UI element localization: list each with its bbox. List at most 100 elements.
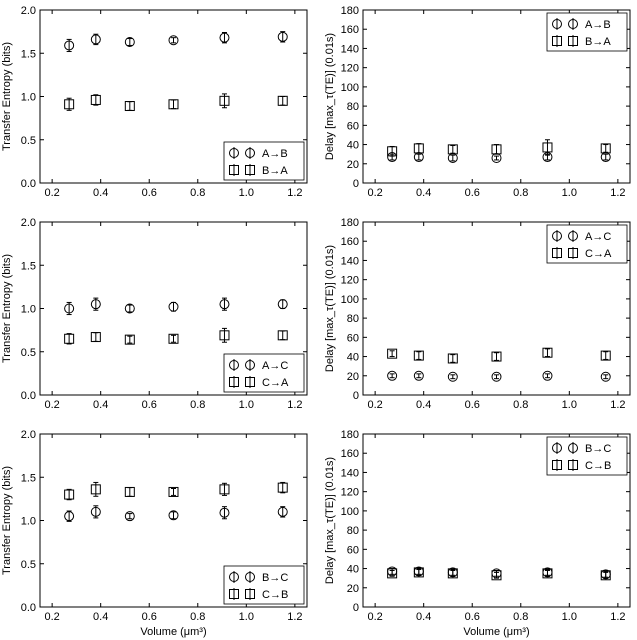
series-B→A bbox=[387, 139, 611, 157]
data-point-square bbox=[64, 99, 75, 110]
data-point-square bbox=[219, 330, 230, 341]
data-point-circle bbox=[277, 506, 288, 517]
data-point-square bbox=[387, 568, 398, 579]
data-point-circle bbox=[90, 34, 101, 45]
x-tick-label: 0.2 bbox=[367, 187, 382, 199]
x-tick-label: 1.2 bbox=[287, 611, 302, 623]
legend-marker-circle bbox=[552, 19, 562, 29]
series-B→A bbox=[64, 93, 288, 112]
x-tick-label: 0.8 bbox=[513, 399, 528, 411]
legend-label: A→C bbox=[585, 231, 611, 243]
y-axis-label: Transfer Entropy (bits) bbox=[1, 254, 13, 363]
y-tick-label: 120 bbox=[341, 63, 359, 75]
data-point-square bbox=[90, 332, 101, 343]
chart-panel-bottom-right: 0.2 0.4 0.6 0.8 1.0 1.2 0 20 40 60 80 100 120 140 160 1… bbox=[324, 429, 631, 638]
y-axis-label: Transfer Entropy (bits) bbox=[1, 466, 13, 575]
x-tick-label: 0.4 bbox=[93, 611, 108, 623]
y-tick-label: 0.0 bbox=[21, 178, 36, 190]
y-tick-label: 40 bbox=[347, 140, 359, 152]
y-tick-label: 60 bbox=[347, 544, 359, 556]
x-tick-label: 1.0 bbox=[239, 399, 254, 411]
data-point-circle bbox=[64, 511, 75, 522]
data-point-square bbox=[277, 482, 288, 493]
data-point-circle bbox=[90, 506, 101, 517]
data-point-circle bbox=[491, 371, 502, 382]
y-tick-label: 180 bbox=[341, 5, 359, 17]
x-tick-label: 0.6 bbox=[142, 399, 157, 411]
data-point-square bbox=[491, 570, 502, 581]
y-tick-label: 1.5 bbox=[21, 260, 36, 272]
y-tick-label: 0 bbox=[353, 602, 359, 614]
data-point-circle bbox=[124, 303, 135, 314]
series-C→A bbox=[387, 347, 611, 364]
x-tick-label: 0.8 bbox=[513, 611, 528, 623]
x-tick-label: 0.6 bbox=[142, 187, 157, 199]
plot-frame bbox=[362, 433, 631, 608]
legend: A→C C→A bbox=[546, 224, 628, 264]
x-tick-label: 1.2 bbox=[287, 187, 302, 199]
y-tick-label: 100 bbox=[341, 294, 359, 306]
series-B→C bbox=[64, 505, 288, 522]
legend-box bbox=[546, 12, 628, 52]
legend-marker-square bbox=[568, 248, 578, 258]
data-point-square bbox=[491, 144, 502, 155]
data-point-square bbox=[124, 334, 135, 345]
data-point-square bbox=[168, 333, 179, 344]
series-C→A bbox=[64, 327, 288, 345]
y-tick-label: 60 bbox=[347, 332, 359, 344]
y-tick-label: 160 bbox=[341, 24, 359, 36]
legend-marker-circle bbox=[552, 443, 562, 453]
y-axis-label: Transfer Entropy (bits) bbox=[1, 42, 13, 151]
x-tick-label: 0.6 bbox=[465, 399, 480, 411]
legend-marker-circle bbox=[568, 231, 578, 241]
x-tick-label: 0.8 bbox=[190, 611, 205, 623]
legend-marker-circle bbox=[568, 19, 578, 29]
legend-marker-square bbox=[245, 165, 255, 175]
series-A→C bbox=[387, 370, 611, 382]
x-tick-label: 0.4 bbox=[416, 187, 431, 199]
plot-frame bbox=[362, 221, 631, 396]
legend: A→B B→A bbox=[223, 141, 305, 181]
legend: A→C C→A bbox=[223, 353, 305, 393]
data-point-square bbox=[124, 101, 135, 112]
y-tick-label: 80 bbox=[347, 313, 359, 325]
y-tick-label: 40 bbox=[347, 352, 359, 364]
data-point-circle bbox=[64, 40, 75, 51]
x-tick-label: 0.4 bbox=[416, 399, 431, 411]
y-tick-label: 160 bbox=[341, 448, 359, 460]
x-tick-label: 0.2 bbox=[44, 399, 59, 411]
data-point-square bbox=[413, 567, 424, 578]
data-point-square bbox=[447, 144, 458, 155]
data-point-circle bbox=[542, 370, 553, 381]
y-tick-label: 60 bbox=[347, 120, 359, 132]
y-tick-label: 180 bbox=[341, 429, 359, 441]
data-point-circle bbox=[90, 299, 101, 310]
legend-marker-square bbox=[229, 589, 239, 599]
x-tick-label: 1.0 bbox=[562, 399, 577, 411]
x-tick-label: 1.0 bbox=[239, 611, 254, 623]
y-tick-label: 160 bbox=[341, 236, 359, 248]
y-tick-label: 0 bbox=[353, 178, 359, 190]
x-tick-label: 1.2 bbox=[610, 399, 625, 411]
data-point-circle bbox=[124, 511, 135, 522]
data-point-square bbox=[600, 570, 611, 581]
data-point-square bbox=[600, 350, 611, 361]
legend-label: B→A bbox=[585, 36, 611, 48]
legend-marker-square bbox=[245, 377, 255, 387]
series-C→B bbox=[387, 567, 611, 581]
x-tick-label: 0.2 bbox=[367, 611, 382, 623]
x-tick-label: 0.6 bbox=[465, 611, 480, 623]
legend-marker-square bbox=[568, 36, 578, 46]
chart-panel-top-right: 0.2 0.4 0.6 0.8 1.0 1.2 0 20 40 60 80 100 120 140 160 1… bbox=[324, 5, 631, 199]
y-tick-label: 0 bbox=[353, 390, 359, 402]
legend-marker-circle bbox=[229, 360, 239, 370]
data-point-circle bbox=[219, 299, 230, 310]
y-tick-label: 0.5 bbox=[21, 347, 36, 359]
data-point-circle bbox=[387, 370, 398, 381]
data-point-square bbox=[447, 353, 458, 364]
y-tick-label: 0.0 bbox=[21, 390, 36, 402]
x-tick-label: 0.6 bbox=[465, 187, 480, 199]
legend-marker-square bbox=[568, 460, 578, 470]
x-tick-label: 0.6 bbox=[142, 611, 157, 623]
y-tick-label: 1.0 bbox=[21, 516, 36, 528]
